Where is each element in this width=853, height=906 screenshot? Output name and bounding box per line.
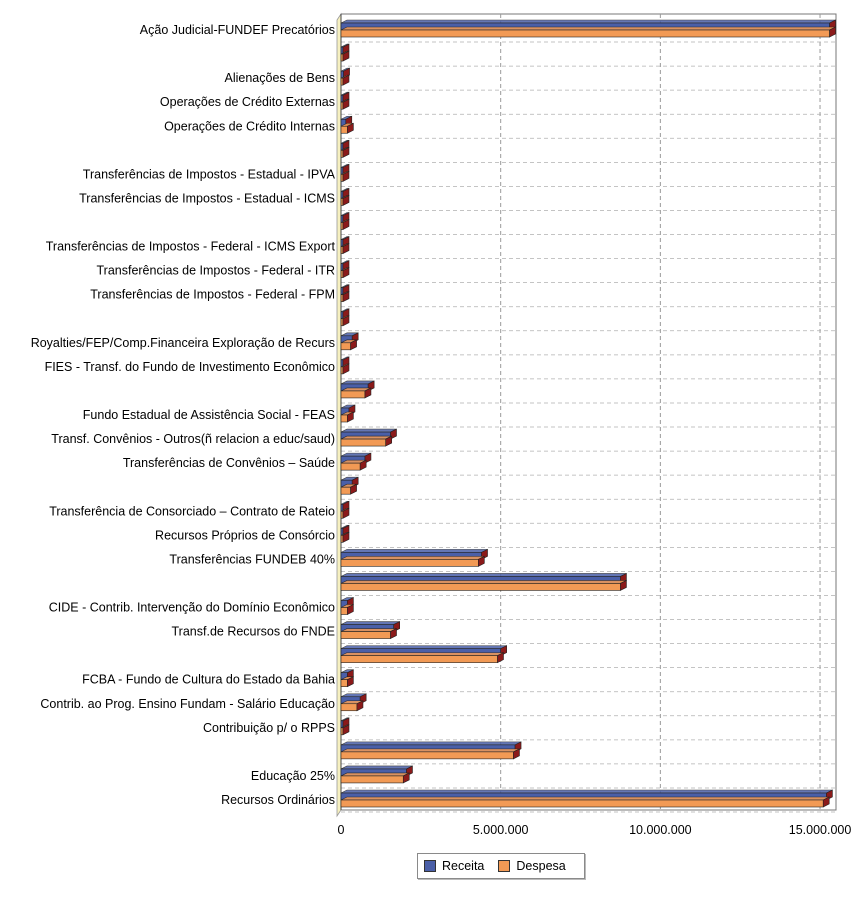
category-label: Transferências de Impostos - Federal - F… <box>90 288 335 302</box>
bar-despesa <box>340 74 350 86</box>
bar-despesa <box>340 796 830 808</box>
category-label: Operações de Crédito Externas <box>160 95 335 109</box>
category-label: Contrib. ao Prog. Ensino Fundam - Salári… <box>40 697 335 711</box>
category-label: Transferências de Impostos - Estadual - … <box>83 167 336 181</box>
axis-wall <box>336 12 342 818</box>
bar-despesa <box>340 170 350 182</box>
tick-label: 10.000.000 <box>629 823 692 837</box>
bar-despesa <box>340 507 350 519</box>
category-label: Contribuição p/ o RPPS <box>203 721 335 735</box>
category-label: Ação Judicial-FUNDEF Precatórios <box>140 23 335 37</box>
bar-receita <box>340 548 488 560</box>
bar-despesa <box>340 411 354 423</box>
category-label: FCBA - Fundo de Cultura do Estado da Bah… <box>82 673 335 687</box>
category-label: Transferências FUNDEB 40% <box>169 552 335 566</box>
bar-receita <box>340 741 522 753</box>
legend-swatch-receita <box>424 860 436 872</box>
plot-area <box>340 13 837 811</box>
bar-despesa <box>340 339 357 351</box>
bar-despesa <box>340 531 350 543</box>
bar-despesa <box>340 724 350 736</box>
category-label: Transferências de Impostos - Federal - I… <box>46 240 336 254</box>
bar-despesa <box>340 146 350 158</box>
bar-despesa <box>340 243 350 255</box>
bar-despesa <box>340 98 350 110</box>
category-label: Transf.de Recursos do FNDE <box>172 625 335 639</box>
tick-labels: 0 5.000.000 10.000.000 15.000.000 <box>338 823 852 837</box>
bar-despesa <box>340 219 350 230</box>
category-label: Transferências de Impostos - Estadual - … <box>79 191 335 205</box>
bar-despesa <box>340 700 364 712</box>
bar-receita <box>340 621 400 633</box>
bar-despesa <box>340 315 350 327</box>
bar-despesa <box>340 26 836 38</box>
bar-despesa <box>340 772 410 784</box>
tick-label: 0 <box>338 823 345 837</box>
bar-despesa <box>340 459 367 471</box>
bar-despesa <box>340 555 485 567</box>
bar-despesa <box>340 291 350 303</box>
bar-despesa <box>340 363 350 375</box>
bar-despesa <box>340 50 350 62</box>
bar-despesa <box>340 435 393 447</box>
category-label: Royalties/FEP/Comp.Financeira Exploração… <box>31 336 335 350</box>
legend: Receita Despesa <box>417 853 585 879</box>
bars <box>340 19 836 808</box>
legend-label-receita: Receita <box>442 859 485 873</box>
legend-item-despesa: Despesa <box>498 859 566 873</box>
bar-receita <box>340 572 627 584</box>
grid-lines <box>336 12 837 818</box>
category-label: Alienações de Bens <box>225 71 336 85</box>
bar-despesa <box>340 194 350 206</box>
category-labels: Ação Judicial-FUNDEF Precatórios Alienaçõ… <box>31 23 336 807</box>
legend-swatch-despesa <box>498 860 511 872</box>
category-label: Recursos Ordinários <box>221 793 335 807</box>
bar-despesa <box>340 676 354 688</box>
category-label: Educação 25% <box>251 769 335 783</box>
bar-receita <box>340 452 372 464</box>
bar-despesa <box>340 483 357 495</box>
category-label: Fundo Estadual de Assistência Social - F… <box>83 408 335 422</box>
category-label: Transferências de Convênios – Saúde <box>123 456 335 470</box>
bar-despesa <box>340 748 520 760</box>
bar-receita <box>340 789 833 801</box>
bar-receita <box>340 380 375 392</box>
bar-despesa <box>340 652 504 664</box>
legend-label-despesa: Despesa <box>516 859 566 873</box>
category-label: Transferências de Impostos - Federal - I… <box>96 264 335 278</box>
category-label: Transferência de Consorciado – Contrato … <box>49 504 335 518</box>
category-label: Transf. Convênios - Outros(ñ relacion a … <box>51 432 335 446</box>
legend-item-receita: Receita <box>424 859 484 873</box>
category-label: Operações de Crédito Internas <box>164 119 335 133</box>
bar-despesa <box>340 579 627 591</box>
bar-despesa <box>340 122 354 134</box>
category-label: FIES - Transf. do Fundo de Investimento … <box>45 360 335 374</box>
bar-despesa <box>340 267 350 279</box>
bar-despesa <box>340 604 354 615</box>
category-label: Recursos Próprios de Consórcio <box>155 528 335 542</box>
category-label: CIDE - Contrib. Intervenção do Domínio E… <box>49 601 335 615</box>
bar-despesa <box>340 628 397 640</box>
tick-label: 5.000.000 <box>473 823 529 837</box>
tick-label: 15.000.000 <box>789 823 852 837</box>
bar-receita <box>340 476 359 488</box>
bar-receita <box>340 693 367 705</box>
bar-despesa <box>340 387 372 399</box>
